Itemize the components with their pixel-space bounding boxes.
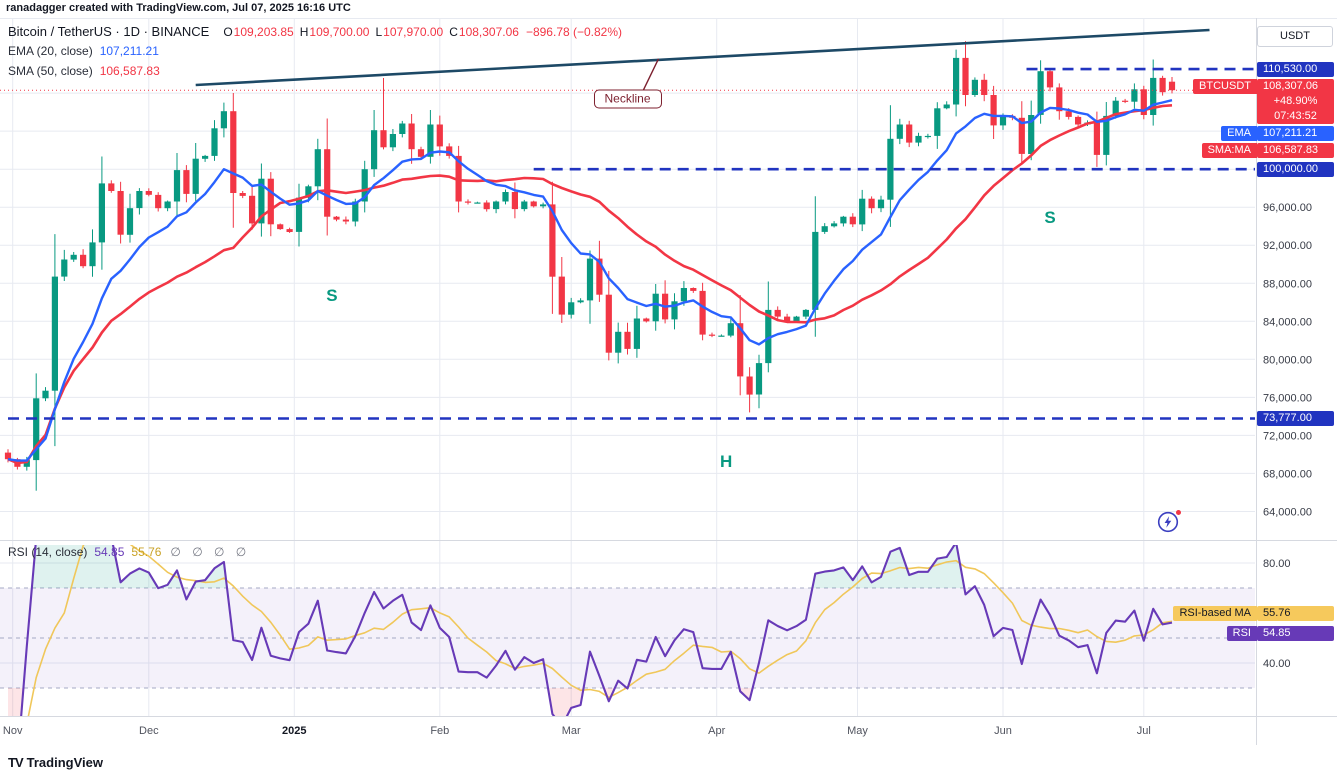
level-badge-110530[interactable]: 110,530.00	[1257, 61, 1334, 77]
ema-line[interactable]	[7, 99, 1173, 462]
time-axis-label: 2025	[282, 725, 306, 737]
sma-value-badge-tag: SMA:MA	[1201, 142, 1257, 158]
low-label: L	[375, 25, 383, 39]
sma-line[interactable]	[7, 104, 1173, 465]
rsi-indicator-value: 54.85	[94, 545, 125, 559]
price-axis-label: 72,000.00	[1263, 430, 1312, 442]
rsi-ma-badge-tag: RSI-based MA	[1173, 606, 1257, 622]
neckline-connector	[642, 58, 660, 91]
price-axis-label: 68,000.00	[1263, 468, 1312, 480]
time-axis-label: Apr	[708, 725, 725, 737]
high-label: H	[299, 25, 309, 39]
level-badge-73777-value: 73,777.00	[1263, 412, 1312, 424]
last-price-badge-value: 108,307.06	[1263, 79, 1319, 92]
rsi-ma-line[interactable]	[8, 528, 1173, 763]
price-axis-label: 96,000.00	[1263, 202, 1312, 214]
ema-indicator-label: EMA (20, close)	[8, 44, 93, 58]
time-axis-label: Jun	[994, 725, 1012, 737]
ema-value-badge-value: 107,211.21	[1263, 126, 1318, 139]
rsi-value-badge-tag: RSI	[1226, 626, 1257, 642]
rsi-line[interactable]	[8, 522, 1173, 763]
level-badge-110530-value: 110,530.00	[1263, 62, 1318, 75]
price-axis-label: 92,000.00	[1263, 240, 1312, 252]
instant-order-button[interactable]	[1157, 510, 1181, 535]
time-axis-labels: Nov Dec 2025 Feb Mar Apr May Jun Jul	[3, 725, 1151, 737]
time-axis-label: May	[847, 725, 868, 737]
high-value: 109,700.00	[309, 25, 370, 39]
notification-dot	[1176, 510, 1181, 515]
ema-indicator-value: 107,211.21	[99, 44, 159, 58]
price-axis-label: 76,000.00	[1263, 392, 1312, 404]
last-price-badge[interactable]: BTCUSDT 108,307.06 +48.90% 07:43:52	[1193, 78, 1334, 124]
rsi-ma-badge-value: 55.76	[1263, 607, 1291, 620]
symbol-title[interactable]: Bitcoin / TetherUS · 1D · BINANCE	[8, 24, 210, 39]
last-price-badge-tag: BTCUSDT	[1193, 78, 1257, 94]
price-axis-labels: 96,000.00 92,000.00 88,000.00 84,000.00 80,0…	[1263, 202, 1312, 670]
sma-indicator-label: SMA (50, close)	[8, 64, 93, 78]
rsi-empty-values: ∅ ∅ ∅ ∅	[170, 545, 251, 559]
ema-value-badge-tag: EMA	[1221, 125, 1257, 141]
close-value: 108,307.06	[458, 25, 519, 39]
level-badge-100000[interactable]: 100,000.00	[1257, 161, 1334, 177]
time-axis-label: Dec	[139, 725, 159, 737]
last-price-badge-extra-0: +48.90%	[1273, 94, 1318, 107]
close-label: C	[449, 25, 458, 39]
rsi-value-badge[interactable]: RSI 54.85	[1226, 626, 1334, 642]
level-badge-73777[interactable]: 73,777.00	[1257, 411, 1334, 426]
candles[interactable]	[4, 41, 1176, 491]
sma-value-badge-value: 106,587.83	[1263, 143, 1319, 156]
rsi-axis-label: 40.00	[1263, 658, 1291, 670]
lightning-icon	[1157, 511, 1179, 533]
time-axis-label: Feb	[430, 725, 449, 737]
tv-logo-text: TradingView	[26, 755, 103, 770]
tradingview-logo[interactable]: TV TradingView	[8, 755, 103, 770]
time-axis-label: Jul	[1137, 725, 1151, 737]
neckline-annotation[interactable]: Neckline	[593, 89, 662, 109]
trendline[interactable]	[195, 28, 1210, 87]
rsi-value-badge-value: 54.85	[1263, 627, 1291, 640]
rsi-ma-indicator-value: 55.76	[131, 545, 162, 559]
low-value: 107,970.00	[383, 25, 444, 39]
tv-logo-mark: TV	[8, 755, 24, 770]
time-axis-label: Nov	[3, 725, 23, 737]
level-badge-100000-value: 100,000.00	[1263, 162, 1319, 175]
open-label: O	[223, 25, 233, 39]
price-axis-label: 84,000.00	[1263, 316, 1312, 328]
open-value: 109,203.85	[233, 25, 294, 39]
rsi-legend-row[interactable]: RSI (14, close) 54.85 55.76 ∅ ∅ ∅ ∅	[8, 545, 250, 559]
time-axis-label: Mar	[562, 725, 581, 737]
rsi-band	[0, 587, 1255, 689]
left-shoulder-label[interactable]: S	[326, 285, 338, 305]
price-axis-label: 64,000.00	[1263, 507, 1312, 519]
sma-value-badge[interactable]: SMA:MA 106,587.83	[1201, 142, 1334, 158]
currency-axis-button[interactable]: USDT	[1257, 26, 1333, 47]
price-axis-label: 88,000.00	[1263, 278, 1312, 290]
last-price-badge-extra-1: 07:43:52	[1274, 109, 1317, 122]
symbol-legend: Bitcoin / TetherUS · 1D · BINANCE O 109,2…	[8, 24, 622, 84]
head-label[interactable]: H	[719, 452, 733, 471]
support-resistance-lines[interactable]	[8, 67, 1255, 420]
ema-value-badge[interactable]: EMA 107,211.21	[1221, 125, 1334, 141]
horizontal-grid	[0, 92, 1255, 664]
change-value: −896.78 (−0.82%)	[525, 25, 623, 39]
rsi-axis-label: 80.00	[1263, 558, 1291, 570]
attribution-text: ranadagger created with TradingView.com,…	[6, 2, 351, 14]
sma-indicator-value: 106,587.83	[99, 64, 160, 78]
right-shoulder-label[interactable]: S	[1044, 207, 1056, 227]
rsi-indicator-label: RSI (14, close)	[8, 545, 88, 559]
rsi-ma-badge[interactable]: RSI-based MA 55.76	[1173, 606, 1334, 622]
sma-legend-row[interactable]: SMA (50, close) 106,587.83	[8, 64, 622, 84]
ema-legend-row[interactable]: EMA (20, close) 107,211.21	[8, 44, 622, 64]
price-axis-label: 80,000.00	[1263, 354, 1312, 366]
symbol-row: Bitcoin / TetherUS · 1D · BINANCE O 109,2…	[8, 24, 622, 44]
